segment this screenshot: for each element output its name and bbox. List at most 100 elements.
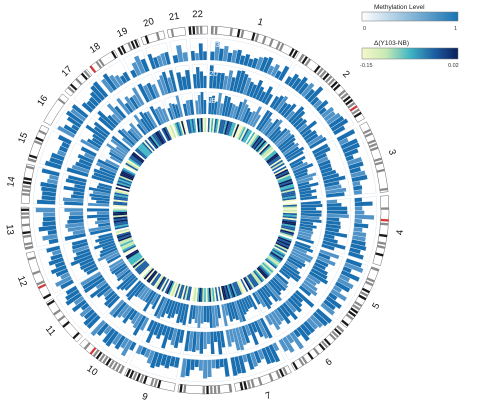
track-bar xyxy=(333,125,346,136)
ideogram-band xyxy=(213,385,217,394)
difference-cell xyxy=(164,280,173,294)
difference-cell xyxy=(282,215,297,219)
difference-cell xyxy=(202,287,205,302)
ideogram-band xyxy=(325,75,333,83)
difference-cell xyxy=(280,227,295,233)
track-bar xyxy=(260,118,273,133)
track-bar xyxy=(70,194,84,199)
track-bar xyxy=(161,71,172,94)
difference-cell xyxy=(216,119,221,134)
track-bar xyxy=(253,320,264,338)
track-bar xyxy=(72,229,86,235)
chromosome-label: 21 xyxy=(168,11,180,24)
track-bar xyxy=(353,185,363,191)
track-bar xyxy=(132,315,147,336)
track-bar xyxy=(152,56,160,69)
track-bar xyxy=(354,197,363,202)
track-bar xyxy=(248,294,258,310)
track-bar xyxy=(83,312,98,326)
track-bar xyxy=(239,55,246,65)
track-bar xyxy=(290,110,306,126)
track-bar xyxy=(337,277,354,290)
track-bar xyxy=(258,111,273,132)
track-bar xyxy=(281,141,296,154)
ideogram-band xyxy=(373,157,383,162)
track-bar xyxy=(247,58,254,68)
track-bar xyxy=(65,222,85,229)
track-bar xyxy=(146,82,157,100)
track-bar xyxy=(287,297,302,313)
methylation-difference-heatmap-ring xyxy=(112,117,298,303)
track-bar xyxy=(349,247,361,255)
track-bar xyxy=(93,168,116,179)
track-bar xyxy=(316,255,336,267)
difference-cell xyxy=(115,188,130,194)
difference-cell xyxy=(132,151,145,162)
track-bar xyxy=(131,61,142,76)
difference-cell xyxy=(117,178,132,185)
difference-cell xyxy=(276,172,290,180)
difference-cell xyxy=(171,282,178,297)
difference-cell xyxy=(205,287,208,302)
track-bar xyxy=(300,210,322,214)
track-bar xyxy=(334,281,351,293)
difference-cell xyxy=(134,260,147,271)
ideogram-band xyxy=(333,83,341,91)
track-bar xyxy=(278,65,290,81)
ideogram-band xyxy=(192,26,196,35)
difference-cell xyxy=(276,239,291,247)
track-bar xyxy=(65,285,78,296)
track-bar xyxy=(203,75,207,89)
difference-cell xyxy=(175,284,182,298)
ideogram-band xyxy=(21,212,30,215)
track-bar xyxy=(98,237,114,245)
track-bar xyxy=(216,331,223,355)
difference-cell xyxy=(244,276,253,290)
ideogram-band xyxy=(111,361,118,370)
track-bar xyxy=(282,302,298,321)
difference-cell xyxy=(277,236,292,243)
track-bar xyxy=(214,305,220,327)
difference-cell xyxy=(166,280,174,295)
difference-cell xyxy=(274,243,289,252)
chromosome-label: 12 xyxy=(15,274,29,288)
track-bar xyxy=(154,108,165,125)
track-bar xyxy=(195,331,201,351)
track-bar xyxy=(80,138,100,152)
track-bar xyxy=(70,108,86,122)
track-bar xyxy=(261,347,272,365)
legend-methylation: Methylation Level 0 1 xyxy=(361,4,459,32)
track-bar xyxy=(278,269,291,280)
track-bar xyxy=(274,129,291,146)
track-bar xyxy=(108,151,124,162)
ideogram-band xyxy=(322,72,330,81)
chromosome-label: 17 xyxy=(59,64,74,79)
legend-methylation-colorbar xyxy=(361,11,459,22)
difference-cell xyxy=(215,118,219,133)
track-bar xyxy=(124,277,139,291)
track-bar xyxy=(293,168,308,177)
track-bar xyxy=(119,75,128,84)
track-bar xyxy=(288,106,305,123)
track-bar xyxy=(67,226,85,232)
ideogram-band xyxy=(52,309,61,316)
track-bar xyxy=(168,102,176,120)
track-bar xyxy=(95,280,107,290)
track-bar xyxy=(150,292,159,306)
track-bar xyxy=(219,330,226,348)
ideogram-band xyxy=(127,42,133,51)
legend-methylation-tick-min: 0 xyxy=(363,26,366,32)
track-bar xyxy=(289,253,306,264)
track-bar xyxy=(140,58,150,73)
ideogram-band xyxy=(202,385,205,394)
track-bar xyxy=(109,148,125,160)
difference-cell xyxy=(126,160,139,170)
track-bar xyxy=(273,308,285,322)
track-bar xyxy=(102,328,116,344)
difference-cell xyxy=(116,183,131,189)
difference-cell xyxy=(282,220,297,225)
track-bar xyxy=(338,274,351,283)
ideogram-band xyxy=(67,86,75,94)
difference-cell xyxy=(219,119,225,134)
track-bar xyxy=(305,133,319,144)
